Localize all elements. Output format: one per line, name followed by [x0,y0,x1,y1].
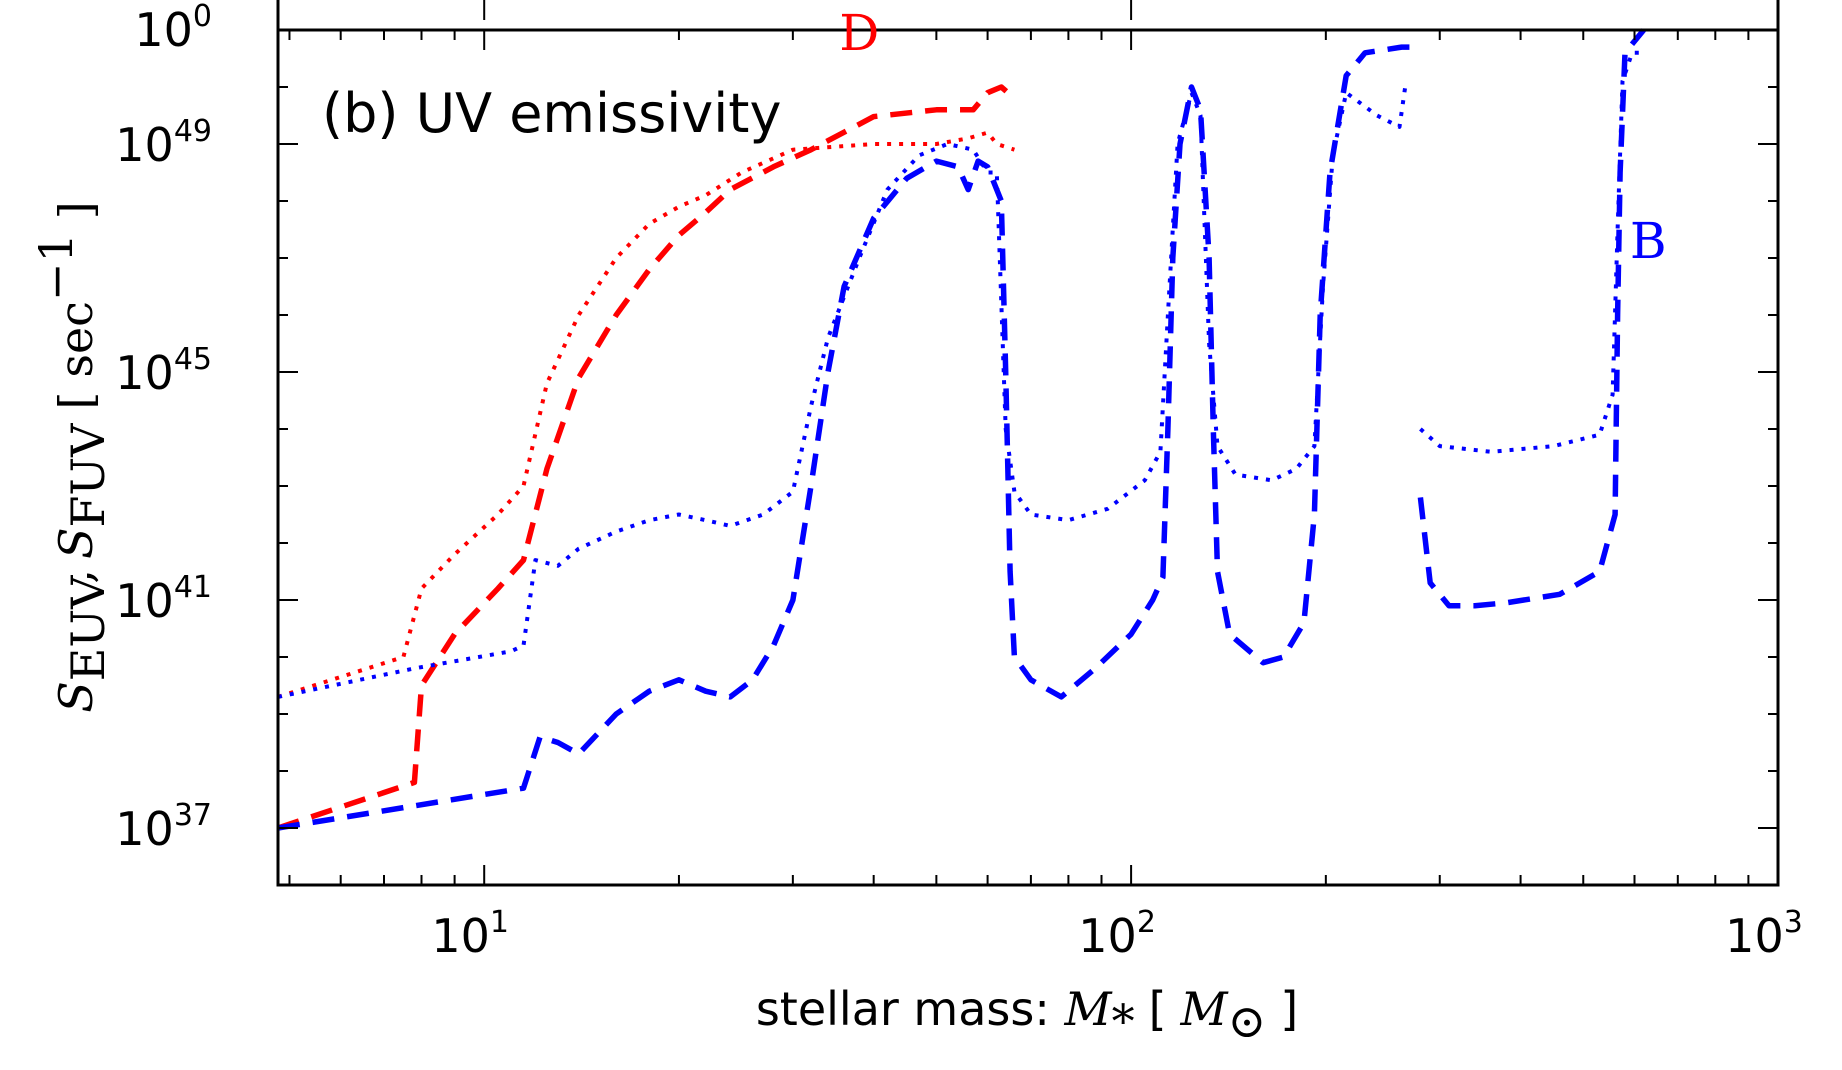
y-tick-labels: 1037 1041 1045 1049 [115,114,212,856]
y-tick-label: 1041 [115,570,212,628]
curve-label-B: B [1630,212,1667,270]
curve-label-D: D [839,4,879,62]
plot-area [276,28,1780,887]
y-tick-label: 1037 [115,798,212,856]
y-axis-label: SEUV,SFUV[sec−1] [29,201,115,712]
series-D-FUV [277,130,1016,699]
minor-ticks [278,29,1778,886]
series-B-FUV [277,50,1646,699]
upper-panel-remnant: 100 [134,0,1780,57]
x-axis-label: stellar mass: M*[M⊙] [756,982,1298,1048]
series-D-EUV [277,84,1017,831]
x-tick-label: 102 [1078,905,1156,963]
panel-title: (b) UV emissivity [322,82,781,145]
curve-labels: DB [839,4,1666,270]
upper-panel-x-ticks [483,0,1779,20]
x-tick-labels: 101 102 103 [431,905,1802,963]
series-layer [277,28,1646,831]
upper-panel-tick-label: 100 [134,0,212,57]
x-tick-label: 103 [1725,905,1803,963]
major-ticks [278,30,1779,885]
x-tick-label: 101 [431,905,509,963]
plot-frame [276,28,1780,887]
series-B-EUV [277,28,1646,831]
y-tick-label: 1045 [115,342,212,400]
y-tick-label: 1049 [115,114,212,172]
